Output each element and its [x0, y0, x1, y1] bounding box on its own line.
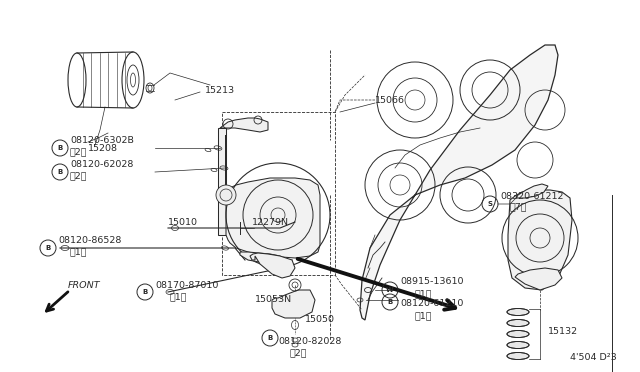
Polygon shape	[250, 253, 295, 278]
Text: 08320-61212: 08320-61212	[500, 192, 563, 201]
Text: 08120-82028: 08120-82028	[278, 337, 341, 346]
Ellipse shape	[507, 341, 529, 349]
Ellipse shape	[507, 308, 529, 315]
Text: 15050: 15050	[305, 315, 335, 324]
Text: 08120-86528: 08120-86528	[58, 235, 122, 244]
Text: B: B	[58, 145, 63, 151]
Polygon shape	[515, 268, 562, 290]
Text: B: B	[58, 169, 63, 175]
Text: 〈2〉: 〈2〉	[290, 349, 307, 357]
Text: B: B	[387, 299, 392, 305]
Polygon shape	[240, 252, 284, 264]
Text: 15132: 15132	[548, 327, 578, 337]
Text: 08915-13610: 08915-13610	[400, 278, 463, 286]
Text: 08170-87010: 08170-87010	[155, 280, 218, 289]
Polygon shape	[516, 184, 548, 198]
Text: 12279N: 12279N	[252, 218, 289, 227]
Text: 15066: 15066	[375, 96, 405, 105]
Polygon shape	[226, 135, 320, 258]
Text: 08120-62028: 08120-62028	[70, 160, 133, 169]
Ellipse shape	[507, 353, 529, 359]
Text: 〈1〉: 〈1〉	[70, 247, 88, 257]
Text: 08120-6302B: 08120-6302B	[70, 135, 134, 144]
Polygon shape	[508, 190, 572, 290]
Text: 4'504 D²3: 4'504 D²3	[570, 353, 617, 362]
Text: W: W	[386, 287, 394, 293]
Text: 15010: 15010	[168, 218, 198, 227]
Text: 15053N: 15053N	[255, 295, 292, 305]
Text: 15213: 15213	[205, 86, 235, 94]
Text: 〈1〉: 〈1〉	[170, 292, 188, 301]
Text: 〈1〉: 〈1〉	[415, 289, 433, 298]
Text: 〈2〉: 〈2〉	[70, 171, 88, 180]
Text: FRONT: FRONT	[68, 280, 100, 289]
Text: B: B	[142, 289, 148, 295]
Polygon shape	[360, 45, 558, 320]
Text: 15208: 15208	[88, 144, 118, 153]
Text: 〈7〉: 〈7〉	[510, 202, 527, 212]
Text: S: S	[488, 201, 493, 207]
Polygon shape	[220, 118, 268, 132]
Text: 〈1〉: 〈1〉	[415, 311, 433, 321]
Ellipse shape	[507, 330, 529, 337]
Polygon shape	[218, 128, 226, 235]
Polygon shape	[272, 290, 315, 318]
Text: 〈2〉: 〈2〉	[70, 148, 88, 157]
Circle shape	[216, 185, 236, 205]
Ellipse shape	[507, 320, 529, 327]
Text: B: B	[45, 245, 51, 251]
Text: 08120-61210: 08120-61210	[400, 299, 463, 308]
Text: B: B	[268, 335, 273, 341]
